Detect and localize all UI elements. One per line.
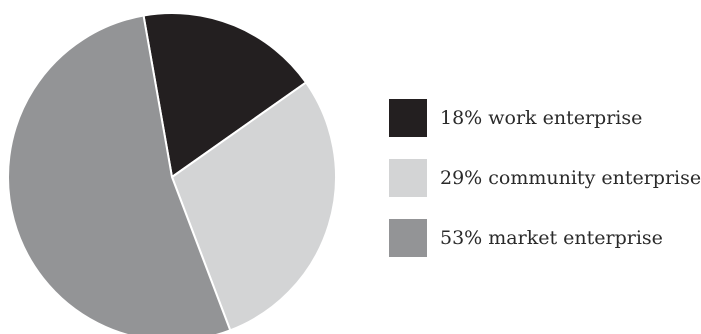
legend: 18% work enterprise 29% community enterp… bbox=[389, 99, 701, 279]
legend-label-community-enterprise: 29% community enterprise bbox=[440, 167, 701, 189]
legend-item-market-enterprise: 53% market enterprise bbox=[389, 219, 701, 257]
legend-item-community-enterprise: 29% community enterprise bbox=[389, 159, 701, 197]
legend-swatch-work-enterprise bbox=[389, 99, 427, 137]
legend-item-work-enterprise: 18% work enterprise bbox=[389, 99, 701, 137]
legend-swatch-market-enterprise bbox=[389, 219, 427, 257]
legend-label-work-enterprise: 18% work enterprise bbox=[440, 107, 643, 129]
pie-slices bbox=[7, 12, 337, 334]
pie-slice-market-enterprise bbox=[7, 14, 232, 334]
pie-slice-work-enterprise bbox=[142, 12, 308, 179]
pie-slice-community-enterprise bbox=[170, 81, 337, 332]
legend-label-market-enterprise: 53% market enterprise bbox=[440, 227, 663, 249]
legend-swatch-community-enterprise bbox=[389, 159, 427, 197]
